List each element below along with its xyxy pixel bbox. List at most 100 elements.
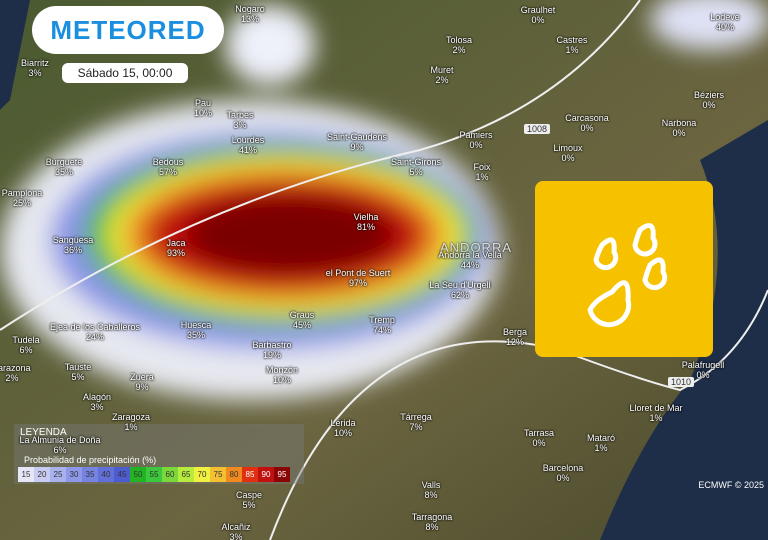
city-name: Monzón [265,365,299,375]
city-label: Monzón 10% [266,365,298,385]
legend-step: 25 [50,467,66,482]
city-name: Biarritz [20,58,50,68]
city-name: Lérida [330,418,356,428]
city-name: Caspe [235,490,263,500]
city-name: Tremp [369,315,395,325]
city-name: Palafrugell [681,360,725,370]
city-label: La Seu d'Urgell 62% [429,280,490,300]
city-label: La Almunia de Doña 6% [19,435,100,455]
city-label: Béziers 0% [694,90,724,110]
city-label: Caspe 5% [236,490,262,510]
city-probability: 3% [229,532,243,540]
city-probability: 0% [556,473,570,483]
city-label: Valls 8% [422,480,441,500]
city-probability: 0% [580,123,594,133]
credit: ECMWF © 2025 [698,480,764,490]
legend-step: 35 [82,467,98,482]
city-label: Pau 10% [194,98,212,118]
legend-step: 15 [18,467,34,482]
city-name: Castres [556,35,588,45]
city-name: Pau [194,98,212,108]
city-label: Huesca 35% [181,320,212,340]
city-name: Graulhet [520,5,556,15]
city-label: Lloret de Mar 1% [629,403,682,423]
city-label: Lérida 10% [330,418,355,438]
city-name: Zuera [130,372,154,382]
city-label: Narbona 0% [662,118,697,138]
legend-step: 75 [210,467,226,482]
city-label: Tarbes 3% [226,110,253,130]
city-label: Nogaro 13% [235,4,265,24]
city-label: Lodeve 40% [710,12,740,32]
city-probability: 3% [28,68,42,78]
city-probability: 2% [5,373,19,383]
city-probability: 13% [240,14,259,24]
city-probability: 9% [350,142,364,152]
city-probability: 0% [532,438,546,448]
date-label: Sábado 15, 00:00 [62,63,188,83]
city-probability: 62% [450,290,470,300]
city-name: Pamiers [459,130,493,140]
city-probability: 93% [166,248,186,258]
city-name: Lloret de Mar [629,403,683,413]
city-probability: 25% [12,198,31,208]
city-name: Saint-Girons [390,157,442,167]
city-name: Barbastro [252,340,292,350]
city-probability: 0% [561,153,575,163]
city-label: Mataró 1% [587,433,615,453]
city-probability: 3% [233,120,247,130]
city-name: Narbona [661,118,697,128]
city-probability: 19% [262,350,281,360]
city-probability: 10% [193,108,213,118]
city-label: Barbastro 19% [252,340,291,360]
city-label: Jaca 93% [166,238,185,258]
city-probability: 97% [348,278,368,288]
city-label: Burguete 35% [46,157,83,177]
city-probability: 0% [702,100,716,110]
city-label: Graus 45% [290,310,315,330]
legend-step: 60 [162,467,178,482]
legend-title: LEYENDA [20,427,67,438]
city-probability: 1% [565,45,579,55]
city-label: Alcañiz 3% [221,522,250,540]
legend-step: 20 [34,467,50,482]
city-name: Andorra la Vella [438,250,502,260]
city-probability: 8% [425,522,439,532]
city-probability: 2% [435,75,449,85]
city-probability: 5% [71,372,85,382]
city-probability: 0% [672,128,686,138]
city-probability: 35% [186,330,206,340]
isobar-label: 1010 [668,377,695,387]
city-label: Zaragoza 1% [112,412,150,432]
city-label: Graulhet 0% [521,5,556,25]
city-label: Castres 1% [556,35,587,55]
city-label: Andorra la Vella 44% [438,250,502,270]
city-label: Muret 2% [430,65,453,85]
city-name: La Almunia de Doña [19,435,101,445]
city-probability: 24% [85,332,104,342]
legend-step: 30 [66,467,82,482]
city-probability: 2% [452,45,466,55]
city-label: Pamplona 25% [2,188,43,208]
legend-step: 65 [178,467,194,482]
city-probability: 40% [715,22,734,32]
city-name: Tarbes [226,110,254,120]
city-name: Vielha [353,212,379,222]
city-label: Tarragona 8% [412,512,453,532]
city-probability: 5% [242,500,256,510]
city-name: Sangüesa [52,235,94,245]
city-probability: 0% [696,370,710,380]
legend-step: 40 [98,467,114,482]
city-name: Tarazona [0,363,31,373]
city-label: Lourdes 41% [232,135,265,155]
legend-step: 85 [242,467,258,482]
city-label: Ejea de los Caballeros 24% [50,322,140,342]
city-label: Berga 12% [503,327,527,347]
legend-step: 95 [274,467,290,482]
city-label: Tudela 6% [12,335,39,355]
city-label: Tauste 5% [65,362,92,382]
city-name: Alagón [82,392,112,402]
city-label: el Pont de Suert 97% [326,268,391,288]
